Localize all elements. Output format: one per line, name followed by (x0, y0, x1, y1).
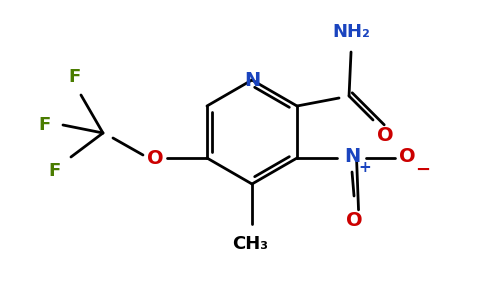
Text: +: + (359, 160, 371, 175)
Text: F: F (39, 116, 51, 134)
Text: O: O (399, 146, 415, 166)
Text: N: N (344, 146, 360, 166)
Text: N: N (244, 70, 260, 89)
Text: F: F (69, 68, 81, 86)
Text: O: O (147, 148, 163, 167)
Text: O: O (346, 211, 363, 230)
Text: F: F (49, 162, 61, 180)
Text: NH₂: NH₂ (332, 23, 370, 41)
Text: CH₃: CH₃ (232, 235, 268, 253)
Text: −: − (415, 161, 431, 179)
Text: O: O (377, 127, 393, 146)
